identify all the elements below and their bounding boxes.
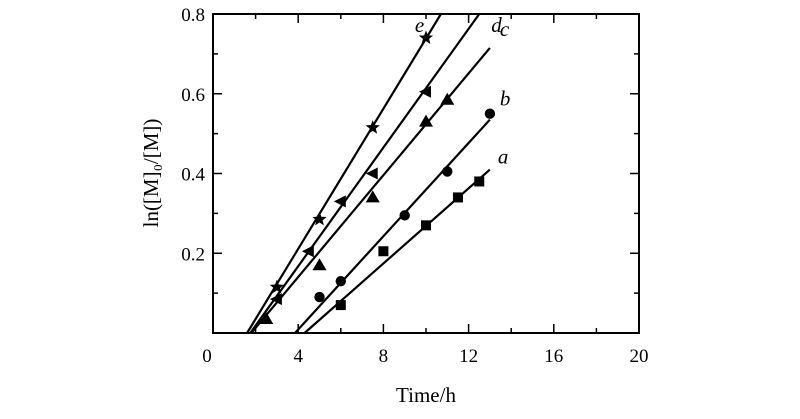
fit-line-b [294,118,491,334]
tick-labels: 0 4 8 12 16 20 0.2 0.4 0.6 0.8 [181,5,648,367]
series-label-d: d [491,13,502,37]
series-label-e: e [415,13,424,37]
y-tick-label: 0.8 [181,5,205,26]
marker-c [365,190,380,203]
marker-b [442,166,453,177]
marker-b [314,291,325,303]
marker-d [301,245,314,258]
x-tick-label: 16 [544,346,563,367]
x-tick-label: 20 [630,346,649,367]
marker-a [474,176,485,187]
x-tick-label: 0 [202,346,212,367]
marker-e [269,279,285,294]
x-tick-label: 4 [293,346,303,367]
fit-line-c [250,47,491,334]
marker-b [335,275,346,287]
series-label-c: c [500,17,510,41]
marker-e [312,211,327,226]
y-tick-label: 0.6 [181,85,205,106]
marker-d [365,167,378,180]
marker-d [419,85,431,98]
marker-a [421,220,431,231]
marker-c [440,92,455,105]
marker-e [418,30,434,44]
x-tick-label: 12 [459,346,478,367]
marker-c [419,114,433,127]
x-tick-label: 8 [379,346,389,367]
marker-a [378,246,389,257]
x-axis-label: Time/h [396,383,456,407]
marker-b [399,210,410,221]
y-axis-label: ln([M]₀/[M]) [139,119,163,228]
marker-c [259,312,274,325]
marker-a [335,300,346,311]
ticks [212,13,640,334]
series-label-a: a [498,145,509,169]
series-label-b: b [500,87,511,111]
marker-b [484,108,496,119]
markers [259,30,496,325]
y-tick-label: 0.4 [181,165,205,186]
y-tick-label: 0.2 [181,244,205,265]
fit-line-d [249,13,481,334]
series-labels: a b cd e [415,13,510,169]
fit-line-e [246,13,442,334]
marker-a [452,192,463,203]
marker-c [312,258,327,271]
marker-d [269,293,282,306]
marker-e [365,120,380,134]
marker-d [333,195,346,208]
